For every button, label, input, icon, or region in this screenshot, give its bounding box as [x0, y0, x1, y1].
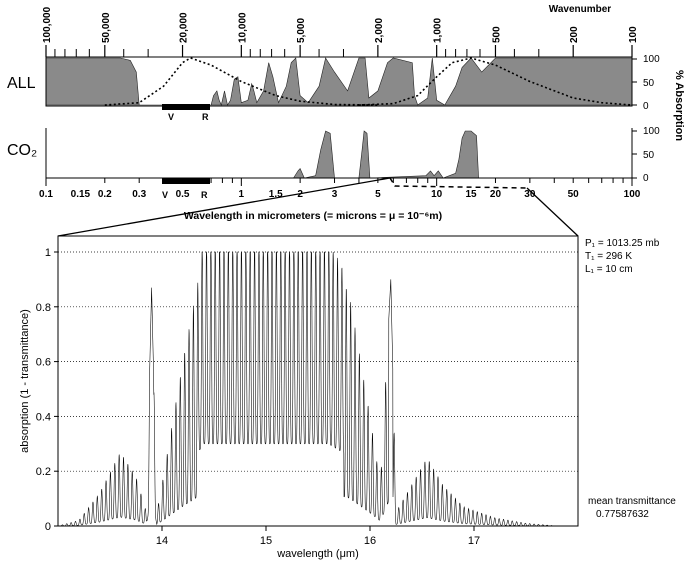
co2-panel: CO₂ 0.1 0.15 0.2 0.3 0.5 1 1.5 2 3 5 10 15 20 30 50 100… [7, 70, 685, 222]
detail-x-ticks: 14 15 16 17 [156, 526, 480, 547]
wavelength-tick-label: 100 [624, 189, 641, 200]
wavelength-tick-label: 0.1 [39, 189, 53, 200]
detail-x-tick-label: 17 [468, 535, 480, 547]
detail-x-tick-label: 15 [260, 535, 272, 547]
co2-y-tick-100: 100 [643, 126, 660, 137]
wavenumber-tick-label: 1,000 [433, 18, 444, 43]
detail-y-tick-label: 0.6 [36, 357, 51, 369]
solar-emission-curve [104, 57, 378, 106]
all-y-axis: 100 50 0 [632, 54, 660, 112]
condition-path-length: L₁ = 10 cm [585, 264, 633, 275]
co2-y-tick-0: 0 [643, 173, 649, 184]
detail-gridlines [58, 251, 578, 472]
all-y-tick-0: 0 [643, 101, 649, 112]
detail-y-axis-title: absorption (1 - transmittance) [19, 309, 31, 453]
co2-15um-absorption-line [57, 251, 578, 527]
wavenumber-tick-labels: 100,000 50,000 20,000 10,000 5,000 2,000 1,000… [42, 6, 639, 43]
visible-v-marker: V [168, 112, 174, 122]
terrestrial-emission-curve [358, 57, 633, 106]
wavelength-tick-label: 15 [466, 189, 478, 200]
detail-y-tick-label: 0.8 [36, 302, 51, 314]
co2-panel-frame [45, 128, 633, 179]
co2-v-marker: V [162, 190, 168, 200]
detail-plot-frame [57, 235, 579, 527]
mean-transmittance-label: mean transmittance [588, 496, 676, 507]
co2-y-axis: 100 50 0 [632, 126, 660, 184]
wavelength-tick-label: 3 [332, 189, 338, 200]
all-y-tick-50: 50 [643, 78, 655, 89]
wavelength-tick-label: 10 [431, 189, 443, 200]
detail-y-tick-label: 1 [45, 247, 51, 259]
wavelength-tick-label: 1 [239, 189, 245, 200]
wavelength-tick-label: 2 [297, 189, 303, 200]
wavenumber-tick-label: 10,000 [237, 12, 248, 43]
condition-temperature: T₁ = 296 K [585, 251, 632, 262]
wavelength-tick-label: 0.15 [71, 189, 91, 200]
wavenumber-tick-label: 100,000 [42, 6, 53, 43]
wavenumber-tick-label: 5,000 [296, 18, 307, 43]
wavelength-tick-label: 0.5 [176, 189, 190, 200]
detail-x-tick-label: 16 [364, 535, 376, 547]
visible-band-bar [162, 104, 210, 110]
wavelength-tick-label: 1.5 [269, 189, 283, 200]
all-y-tick-100: 100 [643, 54, 660, 65]
detail-x-axis-title: wavelength (μm) [276, 548, 359, 560]
wavelength-axis-title: Wavelength in micrometers (= microns = μ… [184, 210, 442, 222]
wavelength-tick-label: 30 [524, 189, 536, 200]
wavenumber-tick-label: 20,000 [179, 12, 190, 43]
wavelength-tick-label: 0.2 [98, 189, 112, 200]
absorption-axis-title: % Absorption [673, 70, 685, 141]
wavenumber-tick-label: 50,000 [101, 12, 112, 43]
visible-band-bar-co2 [162, 178, 210, 184]
wavelength-tick-labels: 0.1 0.15 0.2 0.3 0.5 1 1.5 2 3 5 10 15 20 30 50 100 [39, 189, 641, 200]
condition-pressure: P₁ = 1013.25 mb [585, 238, 660, 249]
wavelength-tick-label: 5 [375, 189, 381, 200]
detail-y-tick-label: 0 [45, 521, 51, 533]
co2-r-marker: R [201, 190, 208, 200]
detail-x-tick-label: 14 [156, 535, 168, 547]
co2-label: CO₂ [7, 142, 37, 159]
wavenumber-tick-label: 500 [491, 26, 502, 43]
wavenumber-tick-label: 200 [569, 26, 580, 43]
detail-y-ticks: 0 0.2 0.4 0.6 0.8 1 [36, 247, 58, 533]
detail-y-tick-label: 0.2 [36, 466, 51, 478]
wavenumber-ticks [45, 45, 633, 57]
wavelength-tick-label: 50 [568, 189, 580, 200]
wavenumber-tick-label: 100 [628, 26, 639, 43]
all-absorption-area [45, 57, 633, 106]
all-label: ALL [7, 75, 36, 92]
wavenumber-axis-title: Wavenumber [549, 4, 612, 15]
detail-panel: 14 15 16 17 00.20.40.60.81 wavelength (μm) … [19, 235, 676, 560]
mean-transmittance-value: 0.77587632 [596, 509, 649, 520]
co2-absorption-area [46, 130, 632, 179]
detail-y-tick-label: 0.4 [36, 411, 51, 423]
co2-y-tick-50: 50 [643, 150, 655, 161]
wavelength-ticks [45, 178, 633, 186]
zoom-connector [57, 177, 579, 237]
wavelength-tick-label: 20 [490, 189, 502, 200]
wavenumber-tick-label: 2,000 [374, 18, 385, 43]
wavelength-tick-label: 0.3 [132, 189, 146, 200]
all-panel: Wavenumber 100,000 50,000 20,000 10,000 5,00… [7, 4, 660, 122]
visible-r-marker: R [202, 112, 209, 122]
